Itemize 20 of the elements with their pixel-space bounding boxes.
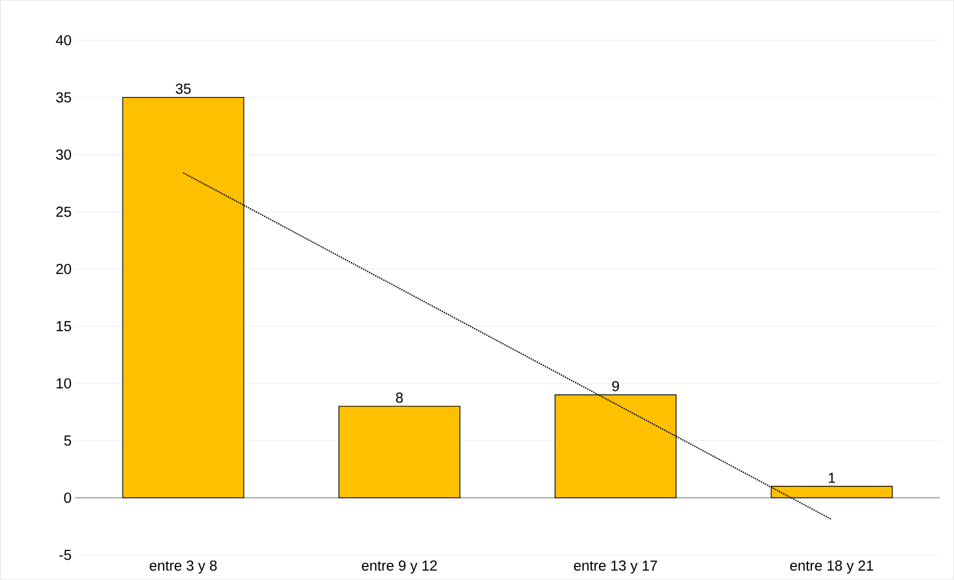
y-tick-label: 5 (64, 435, 72, 446)
x-tick-label: entre 3 y 8 (150, 560, 217, 574)
y-tick-label: 25 (56, 206, 72, 217)
x-tick-label: entre 13 y 17 (574, 560, 657, 574)
y-tick-label: -5 (59, 550, 72, 560)
y-tick-label: 40 (56, 34, 72, 46)
bar (554, 394, 676, 498)
y-tick-label: 15 (56, 321, 72, 332)
x-tick-label: entre 9 y 12 (362, 560, 437, 574)
data-label: 35 (176, 84, 191, 94)
bar (338, 406, 460, 498)
x-tick-label: entre 18 y 21 (790, 560, 874, 574)
y-tick-label: 30 (56, 149, 72, 160)
y-tick-label: 10 (56, 378, 72, 388)
y-tick-label: 20 (56, 264, 72, 274)
y-tick-label: 35 (56, 92, 72, 102)
data-label: 9 (612, 380, 619, 392)
data-label: 8 (396, 392, 403, 403)
y-tick-label: 0 (64, 492, 72, 503)
data-label: 1 (828, 472, 836, 483)
